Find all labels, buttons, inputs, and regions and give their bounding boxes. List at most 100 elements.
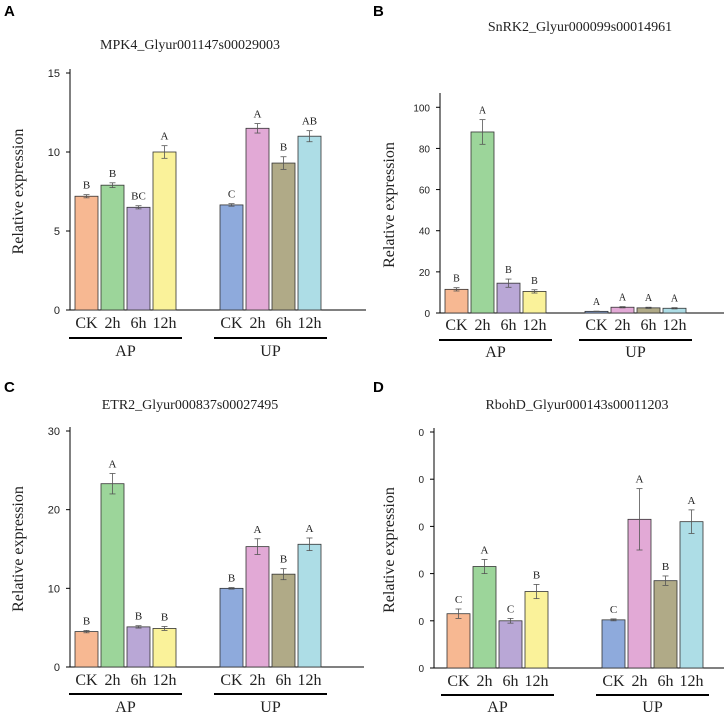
x-tick-label: CK xyxy=(445,317,468,334)
group-label: UP xyxy=(625,344,646,361)
bar-up-12h xyxy=(297,543,322,668)
significance-label: C xyxy=(507,603,514,615)
bar-ap-6h xyxy=(126,626,151,668)
x-tick-label: 6h xyxy=(276,315,292,332)
x-tick-label: 2h xyxy=(105,672,121,689)
x-tick-label: 12h xyxy=(523,317,547,334)
y-tick-label: 20 xyxy=(419,268,431,279)
x-tick-label: 2h xyxy=(475,317,491,334)
y-tick-label: 40 xyxy=(419,227,431,238)
significance-label: B xyxy=(83,615,90,627)
panel-c: C ETR2_Glyur000837s00027495 Relative expre… xyxy=(4,379,364,714)
y-tick-label: 20 xyxy=(48,505,60,517)
panel-d: D RbohD_Glyur000143s00011203 Relative expr… xyxy=(373,379,724,714)
x-tick-label: 2h xyxy=(477,673,493,690)
bar-ap-2h xyxy=(100,184,125,311)
x-tick-label: 12h xyxy=(153,315,177,332)
panel-b: B SnRK2_Glyur000099s00014961 Relative expr… xyxy=(373,3,724,361)
chart-title: RbohD_Glyur000143s00011203 xyxy=(485,398,668,413)
x-tick-label: 6h xyxy=(131,315,147,332)
bar-up-ck xyxy=(219,204,244,311)
y-tick-label: 5 xyxy=(54,226,60,238)
significance-label: B xyxy=(662,561,669,573)
bar-up-2h xyxy=(245,546,270,668)
y-tick-label: 10 xyxy=(48,583,60,595)
significance-label: B xyxy=(453,274,460,285)
y-tick-label: 100 xyxy=(413,103,430,114)
significance-label: B xyxy=(135,611,142,623)
bar-up-12h xyxy=(679,521,704,669)
significance-label: A xyxy=(688,495,696,507)
x-tick-label: 12h xyxy=(153,672,177,689)
bar-up-ck xyxy=(219,587,244,668)
y-tick-label: 80 xyxy=(419,144,431,155)
bar-ap-ck xyxy=(446,613,471,669)
y-tick-label: 0 xyxy=(418,475,424,486)
chart-title: MPK4_Glyur001147s00029003 xyxy=(100,38,280,53)
x-tick-label: CK xyxy=(447,673,470,690)
significance-label: BC xyxy=(131,191,146,203)
significance-label: B xyxy=(531,276,538,287)
x-tick-label: 12h xyxy=(298,672,322,689)
x-tick-label: CK xyxy=(75,672,98,689)
x-tick-label: 2h xyxy=(632,673,648,690)
significance-label: C xyxy=(610,604,617,616)
significance-label: AB xyxy=(302,116,317,128)
significance-label: B xyxy=(109,168,116,180)
x-tick-label: 6h xyxy=(641,317,657,334)
bar-ap-2h xyxy=(470,131,495,314)
y-tick-label: 10 xyxy=(48,147,60,159)
bar-ap-12h xyxy=(522,290,547,314)
x-tick-label: CK xyxy=(75,315,98,332)
chart-title: ETR2_Glyur000837s00027495 xyxy=(102,398,279,413)
significance-label: A xyxy=(254,524,262,536)
x-tick-label: 2h xyxy=(105,315,121,332)
bar-ap-6h xyxy=(498,620,523,669)
y-tick-label: 0 xyxy=(54,305,60,317)
y-tick-label: 30 xyxy=(48,426,60,438)
bar-up-ck xyxy=(601,619,626,669)
significance-label: B xyxy=(533,569,540,581)
x-tick-label: 12h xyxy=(525,673,549,690)
group-label: AP xyxy=(487,699,508,714)
significance-label: A xyxy=(593,297,601,308)
significance-label: A xyxy=(109,458,117,470)
y-tick-label: 0 xyxy=(418,428,424,439)
group-label: AP xyxy=(485,344,506,361)
y-tick-label: 60 xyxy=(419,186,431,197)
x-tick-label: 2h xyxy=(250,315,266,332)
significance-label: A xyxy=(636,474,644,486)
significance-label: B xyxy=(228,573,235,585)
y-tick-label: 0 xyxy=(418,522,424,533)
significance-label: C xyxy=(228,189,235,201)
x-tick-label: 6h xyxy=(658,673,674,690)
significance-label: C xyxy=(455,594,462,606)
significance-label: B xyxy=(161,611,168,623)
significance-label: A xyxy=(479,106,487,117)
x-tick-label: 6h xyxy=(276,672,292,689)
bar-ap-12h xyxy=(152,628,177,668)
significance-label: A xyxy=(481,544,489,556)
y-tick-label: 0 xyxy=(418,664,424,675)
x-tick-label: CK xyxy=(220,315,243,332)
x-tick-label: CK xyxy=(585,317,608,334)
group-label: UP xyxy=(642,699,663,714)
x-tick-label: 12h xyxy=(298,315,322,332)
bar-ap-12h xyxy=(524,591,549,669)
panel-letter: B xyxy=(373,3,384,20)
x-tick-label: 12h xyxy=(680,673,704,690)
bar-ap-ck xyxy=(74,195,99,311)
panel-letter: D xyxy=(373,379,384,396)
group-label: UP xyxy=(260,343,281,360)
bar-up-6h xyxy=(653,580,678,669)
x-tick-label: 2h xyxy=(615,317,631,334)
y-tick-label: 15 xyxy=(48,68,60,80)
x-tick-label: CK xyxy=(220,672,243,689)
x-tick-label: 12h xyxy=(663,317,687,334)
bar-ap-ck xyxy=(74,631,99,668)
x-tick-label: 6h xyxy=(131,672,147,689)
y-tick-label: 0 xyxy=(418,617,424,628)
significance-label: B xyxy=(83,180,90,192)
y-axis-label: Relative expression xyxy=(381,142,398,268)
